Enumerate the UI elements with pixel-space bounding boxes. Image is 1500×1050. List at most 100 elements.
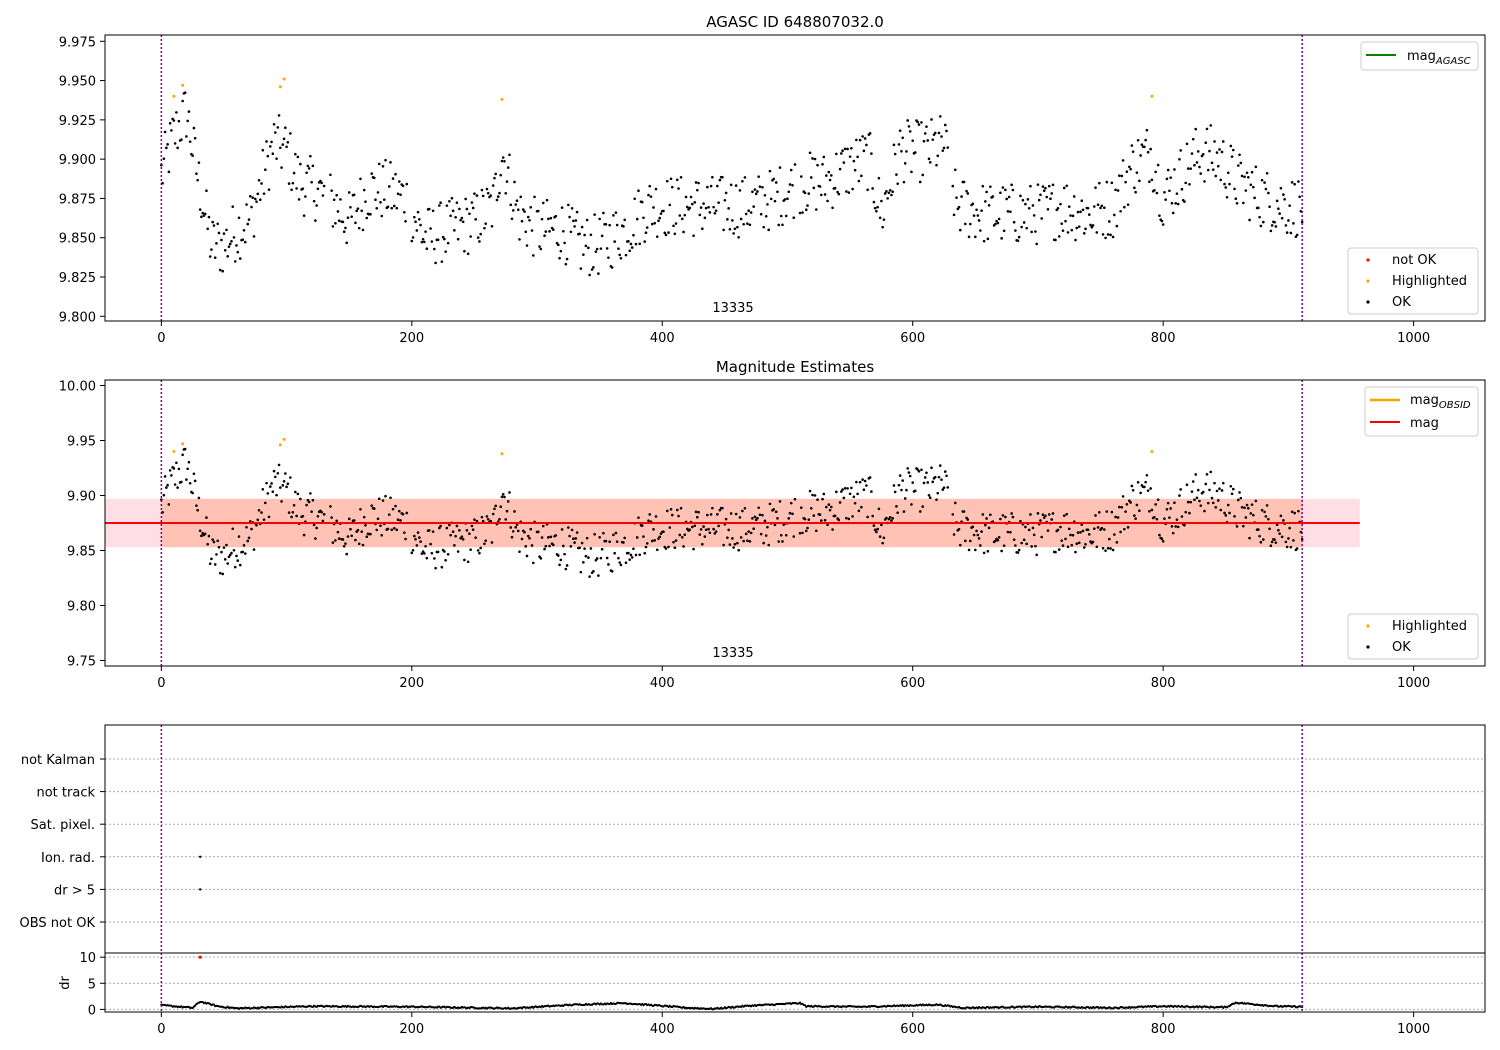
ok-point [712, 205, 715, 209]
ok-point [262, 192, 266, 195]
ok-point [1290, 510, 1294, 514]
ok-point [235, 554, 238, 558]
ok-point [945, 474, 948, 478]
panel1-legend-bottom[interactable]: not OK Highlighted OK [1347, 247, 1479, 315]
ok-point [1257, 206, 1260, 210]
ok-point [253, 197, 257, 201]
ok-point [504, 191, 508, 195]
ok-point [828, 508, 832, 512]
ok-point [484, 222, 487, 225]
ok-point [1020, 225, 1023, 229]
ok-point [230, 239, 233, 243]
ok-point [682, 230, 685, 234]
ok-point [928, 496, 932, 500]
panel2-legend-bottom[interactable]: Highlighted OK [1347, 613, 1479, 660]
dr-point [798, 1001, 802, 1004]
ok-point [907, 125, 911, 128]
ok-point [396, 192, 400, 196]
panel-mag-estimates: Magnitude Estimates 0 200 400 600 800 10009.7… [59, 358, 1486, 691]
ok-point [562, 229, 565, 233]
ok-point [316, 514, 320, 518]
ok-point [539, 557, 543, 560]
ok-point [1037, 198, 1041, 202]
ok-point [663, 231, 667, 235]
ok-point [996, 538, 1000, 542]
ok-point [1228, 511, 1231, 515]
ok-point [826, 199, 829, 203]
ok-point [827, 503, 831, 506]
ok-point [1044, 514, 1047, 518]
ok-point [377, 497, 381, 501]
ok-point [231, 527, 235, 531]
ok-point [862, 149, 866, 153]
ok-point [997, 536, 1001, 539]
ok-point [1153, 515, 1156, 519]
ok-point [675, 178, 679, 182]
ok-point [544, 544, 548, 548]
ok-point [739, 217, 743, 221]
ok-point [866, 515, 869, 519]
ok-point [163, 130, 167, 134]
ok-point [1133, 514, 1136, 517]
ok-point [1292, 222, 1295, 225]
ok-point [920, 121, 923, 124]
ok-point [823, 518, 827, 522]
ok-point [747, 209, 750, 213]
ok-point [1158, 533, 1161, 537]
ok-point [245, 525, 248, 529]
ok-point [702, 525, 705, 528]
ok-point [574, 537, 578, 540]
ok-point [1000, 237, 1003, 240]
ok-point [424, 544, 427, 548]
ok-point [898, 474, 902, 477]
ok-point [1295, 547, 1299, 550]
ok-point [774, 510, 778, 514]
ok-point [608, 540, 611, 544]
ok-point [257, 178, 261, 182]
ok-point [759, 532, 763, 536]
ok-point [746, 222, 749, 226]
ok-point [531, 254, 535, 257]
panel2-legend-top[interactable]: magOBSID mag [1364, 386, 1479, 437]
ok-point [704, 528, 708, 532]
ok-point [691, 202, 694, 206]
ok-point [999, 517, 1002, 521]
ok-point [1288, 204, 1291, 207]
ok-point [168, 121, 172, 125]
ok-point [418, 536, 421, 539]
panel1-legend-top[interactable]: magAGASC [1360, 41, 1479, 71]
ok-point [271, 152, 275, 156]
ok-point [285, 145, 288, 149]
ok-point [917, 470, 921, 473]
ok-point [419, 223, 422, 227]
ok-point [674, 222, 678, 225]
ok-point [389, 161, 392, 164]
ok-point [1051, 183, 1055, 187]
ok-point [595, 247, 599, 251]
ok-point [469, 235, 472, 238]
ok-point [692, 547, 695, 551]
ok-point [311, 498, 315, 502]
highlighted-marker [1366, 624, 1370, 628]
ok-point [614, 211, 618, 214]
ok-point [1274, 225, 1278, 228]
ok-point [807, 192, 811, 195]
ok-point [753, 515, 757, 519]
ok-point [863, 479, 867, 483]
x-tick-label: 600 [900, 1022, 925, 1037]
ok-point [585, 218, 589, 222]
ok-point [1213, 140, 1216, 143]
ok-point [1257, 528, 1260, 531]
ok-point [943, 470, 947, 473]
ok-point [185, 478, 188, 481]
ok-point [454, 215, 457, 219]
ok-point [744, 532, 748, 536]
ok-point [937, 131, 941, 135]
ok-point [1021, 198, 1025, 202]
ok-point [977, 537, 981, 540]
ok-point [520, 219, 524, 223]
ok-point [481, 194, 485, 198]
ok-point [207, 215, 211, 219]
ok-point [773, 199, 777, 203]
ok-point [880, 523, 883, 527]
